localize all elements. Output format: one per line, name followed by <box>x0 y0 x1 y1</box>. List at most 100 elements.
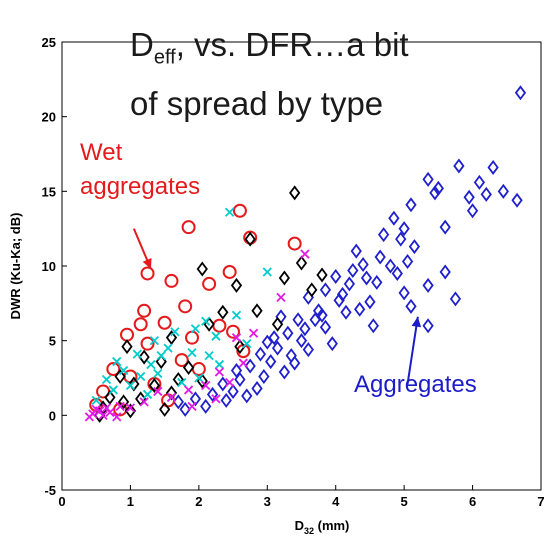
data-point-x <box>231 310 242 320</box>
data-point-diamond <box>217 376 229 392</box>
y-tick-label: 10 <box>42 259 56 274</box>
data-point-circle <box>185 330 200 345</box>
data-point-x <box>170 327 180 337</box>
data-point-circle <box>202 276 217 291</box>
data-point-x <box>142 389 153 400</box>
data-point-circle <box>222 264 237 279</box>
data-point-diamond <box>261 334 273 350</box>
data-point-diamond <box>480 186 492 202</box>
data-point-x <box>201 316 211 326</box>
data-point-diamond <box>302 342 314 358</box>
data-point-diamond <box>360 270 373 286</box>
data-point-circle <box>191 362 206 377</box>
data-point-x <box>194 373 204 383</box>
x-tick-label: 6 <box>469 494 476 509</box>
data-point-x <box>153 386 163 397</box>
data-point-diamond <box>179 401 191 417</box>
data-point-circle <box>137 303 152 318</box>
data-point-x <box>183 385 194 395</box>
data-point-circle <box>181 220 196 235</box>
data-point-diamond <box>265 354 277 370</box>
data-point-circle <box>120 327 135 342</box>
data-point-diamond <box>316 307 328 323</box>
data-point-diamond <box>330 268 342 284</box>
data-point-diamond <box>295 333 308 349</box>
data-point-diamond <box>244 358 256 374</box>
data-point-x <box>125 380 136 391</box>
data-point-x <box>214 359 225 370</box>
data-point-x <box>115 401 125 412</box>
data-point-x <box>84 412 95 422</box>
data-point-x <box>132 349 142 359</box>
data-point-x <box>91 404 101 414</box>
data-point-x <box>112 412 122 422</box>
data-point-diamond <box>200 398 212 414</box>
data-point-diamond <box>347 262 359 278</box>
data-point-x <box>242 339 252 349</box>
data-point-diamond <box>408 239 421 255</box>
data-point-x <box>190 324 201 334</box>
data-point-diamond <box>367 318 379 334</box>
data-point-diamond <box>299 321 311 337</box>
data-point-x <box>156 350 166 361</box>
data-point-diamond <box>487 159 499 175</box>
data-point-x <box>112 356 122 367</box>
data-point-diamond <box>148 377 161 393</box>
data-point-x <box>211 331 221 341</box>
data-point-x <box>214 367 225 377</box>
data-point-diamond <box>295 255 308 271</box>
data-point-x <box>187 401 197 412</box>
data-point-diamond <box>241 388 253 404</box>
data-point-circle <box>174 353 189 368</box>
data-point-diamond <box>230 363 243 379</box>
y-axis-title: DWR (Ku-Ka; dB) <box>8 213 23 320</box>
annotation-aggregates: Aggregates <box>354 371 477 398</box>
data-point-x <box>91 395 101 406</box>
data-point-diamond <box>364 294 376 310</box>
data-point-diamond <box>289 185 301 201</box>
data-point-x <box>101 403 112 413</box>
data-point-diamond <box>117 394 130 410</box>
data-point-diamond <box>234 371 246 387</box>
data-point-diamond <box>354 301 366 317</box>
x-tick-label: 5 <box>401 494 408 509</box>
data-point-diamond <box>114 369 126 385</box>
data-point-diamond <box>282 325 294 341</box>
data-point-diamond <box>121 339 133 355</box>
data-point-diamond <box>172 394 184 410</box>
data-point-diamond <box>405 197 417 213</box>
data-point-circle <box>226 324 241 339</box>
data-point-diamond <box>254 346 267 362</box>
x-tick-label: 2 <box>195 494 202 509</box>
data-point-circle <box>133 317 148 332</box>
data-point-x <box>231 333 242 343</box>
data-point-diamond <box>165 330 178 346</box>
data-point-diamond <box>196 261 208 277</box>
data-point-diamond <box>336 286 349 302</box>
data-point-x <box>136 371 146 382</box>
x-tick-label: 4 <box>332 494 340 509</box>
data-point-diamond <box>306 282 318 298</box>
data-point-diamond <box>319 282 332 298</box>
data-point-diamond <box>217 304 229 320</box>
data-point-x <box>163 343 173 353</box>
data-point-diamond <box>258 369 270 385</box>
data-point-diamond <box>388 210 400 226</box>
data-point-x <box>118 365 129 376</box>
data-point-diamond <box>138 349 150 365</box>
y-tick-label: 15 <box>42 184 56 199</box>
y-tick-label: 25 <box>42 35 56 50</box>
annotation-arrow-line <box>406 316 419 385</box>
data-point-diamond <box>398 221 410 237</box>
data-point-diamond <box>155 354 167 370</box>
data-point-diamond <box>395 231 407 247</box>
data-point-diamond <box>357 257 369 273</box>
data-point-diamond <box>251 303 263 319</box>
data-point-diamond <box>189 391 202 407</box>
data-point-x <box>153 368 163 379</box>
data-point-diamond <box>159 401 171 417</box>
data-point-diamond <box>429 185 441 201</box>
data-point-diamond <box>340 304 352 320</box>
data-point-diamond <box>453 158 465 174</box>
